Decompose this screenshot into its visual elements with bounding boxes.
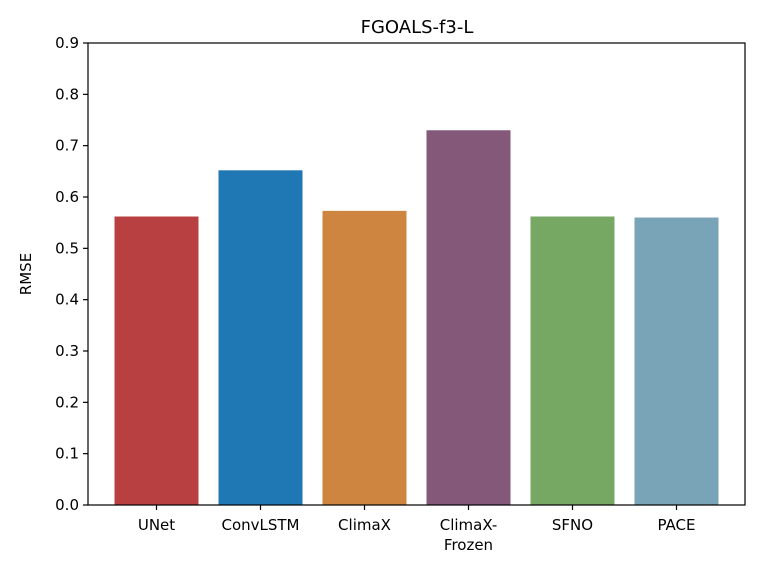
x-tick-label: PACE xyxy=(657,516,695,534)
y-tick-label: 0.4 xyxy=(55,291,79,309)
x-tick-label-line: Frozen xyxy=(444,536,493,554)
y-axis-title: RMSE xyxy=(17,253,35,295)
x-tick-label-line: ConvLSTM xyxy=(221,516,299,534)
y-tick-label: 0.2 xyxy=(55,393,79,411)
x-tick-label-line: UNet xyxy=(138,516,175,534)
x-axis-ticks: UNet ConvLSTM ClimaX ClimaX- Frozen SFNO PACE xyxy=(138,505,696,554)
x-tick-label: UNet xyxy=(138,516,175,534)
y-axis-ticks: 0.0 0.1 0.2 0.3 0.4 0.5 0.6 0.7 0.8 0.9 xyxy=(55,34,88,514)
bar-0 xyxy=(114,216,199,506)
bar-3 xyxy=(426,130,511,505)
y-tick-label: 0.8 xyxy=(55,85,79,103)
x-tick-label: SFNO xyxy=(552,516,593,534)
bar-1 xyxy=(218,170,303,505)
y-tick-label: 0.0 xyxy=(55,496,79,514)
x-tick-label-line: SFNO xyxy=(552,516,593,534)
plot-frame xyxy=(87,42,746,506)
bar-5 xyxy=(634,217,719,506)
y-tick-label: 0.9 xyxy=(55,34,79,52)
bar-4 xyxy=(530,216,615,506)
bars-group xyxy=(114,130,719,506)
y-tick-label: 0.5 xyxy=(55,239,79,257)
y-tick-label: 0.3 xyxy=(55,342,79,360)
bar-2 xyxy=(322,210,407,506)
x-tick-label-line: ClimaX- xyxy=(440,516,498,534)
y-tick-label: 0.6 xyxy=(55,188,79,206)
chart-title: FGOALS-f3-L xyxy=(361,17,474,38)
x-tick-label: ClimaX- Frozen xyxy=(440,516,498,554)
x-tick-label-line: PACE xyxy=(657,516,695,534)
y-tick-label: 0.7 xyxy=(55,137,79,155)
x-tick-label: ConvLSTM xyxy=(221,516,299,534)
x-tick-label: ClimaX xyxy=(338,516,391,534)
y-tick-label: 0.1 xyxy=(55,445,79,463)
x-tick-label-line: ClimaX xyxy=(338,516,391,534)
